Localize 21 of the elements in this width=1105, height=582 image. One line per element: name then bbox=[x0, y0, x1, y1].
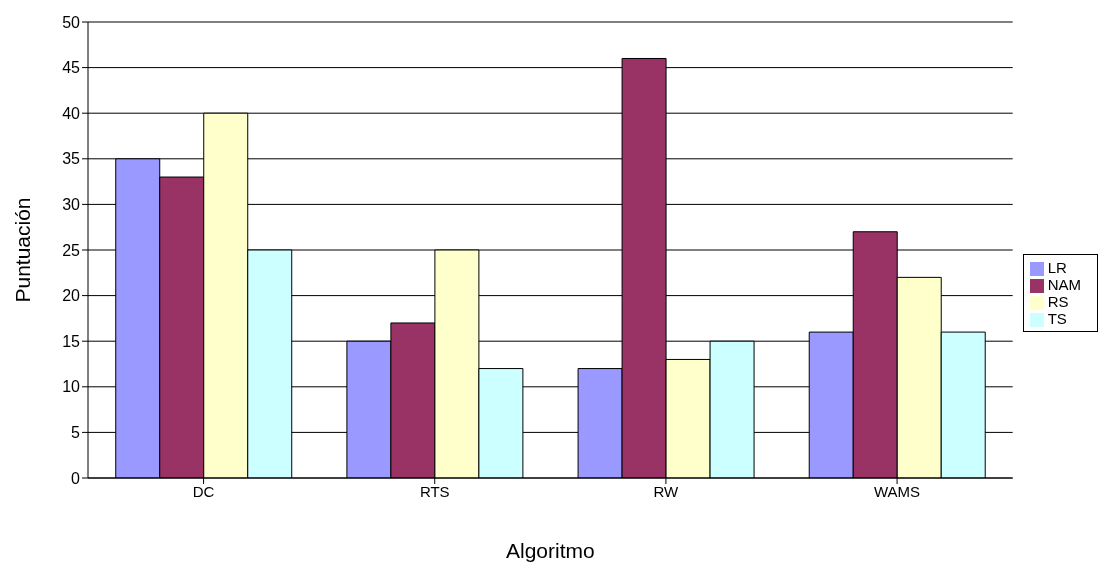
y-tick-label: 50 bbox=[62, 13, 81, 31]
y-tick-label: 35 bbox=[62, 150, 81, 168]
y-tick-label: 30 bbox=[62, 196, 81, 214]
legend-label: RS bbox=[1047, 293, 1069, 310]
y-tick-label: 40 bbox=[62, 104, 81, 122]
x-tick-label: WAMS bbox=[874, 482, 921, 500]
legend-label: TS bbox=[1047, 310, 1067, 328]
x-tick-label: RW bbox=[653, 482, 680, 500]
y-tick-label: 20 bbox=[62, 287, 81, 305]
y-tick-label: 45 bbox=[62, 59, 81, 77]
y-tick-label: 15 bbox=[62, 332, 81, 350]
legend-label: NAM bbox=[1047, 275, 1081, 293]
y-tick-label: 5 bbox=[71, 424, 81, 442]
y-tick-label: 0 bbox=[71, 469, 81, 487]
y-axis-title: Puntuación bbox=[11, 197, 35, 303]
x-axis-title: Algoritmo bbox=[505, 539, 595, 562]
legend-label: LR bbox=[1047, 258, 1067, 276]
y-tick-label: 10 bbox=[62, 378, 81, 396]
x-tick-label: DC bbox=[192, 482, 215, 500]
y-tick-label: 25 bbox=[62, 241, 81, 259]
x-tick-label: RTS bbox=[419, 482, 450, 500]
